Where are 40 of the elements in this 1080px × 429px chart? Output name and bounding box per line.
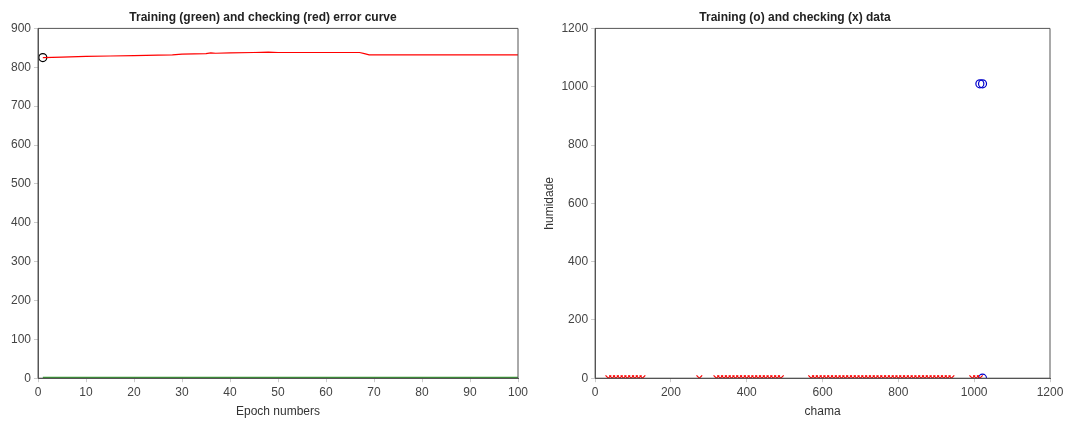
x-tick-label: 80 [415,384,429,399]
x-tick-label: 400 [736,384,758,399]
y-tick-label: 300 [10,253,32,268]
y-tick-label: 500 [10,176,32,191]
x-tick-label: 90 [463,384,477,399]
x-tick-label: 10 [79,384,94,399]
y-tick-label: 600 [10,137,32,152]
x-tick-label: 600 [812,384,833,399]
x-tick-label: 60 [319,384,333,399]
x-tick-label: 30 [175,384,190,399]
y-tick-label: 200 [10,292,32,307]
x-tick-label: 70 [367,384,381,399]
x-tick-label: 100 [507,384,529,399]
x-tick-label: 200 [660,384,682,399]
y-tick-label: 0 [581,370,589,385]
x-tick-label: 1200 [1036,384,1064,399]
y-tick-label: 400 [10,215,32,230]
y-tick-label: 100 [10,331,32,346]
y-tick-label: 800 [10,59,32,74]
y-tick-label: 600 [568,195,589,210]
x-tick-label: 0 [591,384,599,399]
chart-title: Training (green) and checking (red) error curve [129,9,398,24]
y-tick-label: 800 [568,137,589,152]
chart-title: Training (o) and checking (x) data [699,9,891,24]
y-tick-label: 200 [568,312,589,327]
y-axis-title: humidade [541,176,556,230]
x-tick-label: 40 [223,384,238,399]
x-axis-title: Epoch numbers [235,404,321,419]
x-axis-title: chama [804,404,841,419]
y-tick-label: 1200 [561,20,589,35]
y-tick-label: 0 [24,370,32,385]
x-tick-label: 0 [34,384,42,399]
x-tick-label: 800 [888,384,909,399]
y-tick-label: 900 [10,20,32,35]
x-tick-label: 20 [127,384,142,399]
x-tick-label: 1000 [960,384,988,399]
y-tick-label: 700 [10,98,32,113]
y-tick-label: 400 [568,253,589,268]
y-tick-label: 1000 [561,79,589,94]
x-tick-label: 50 [271,384,285,399]
